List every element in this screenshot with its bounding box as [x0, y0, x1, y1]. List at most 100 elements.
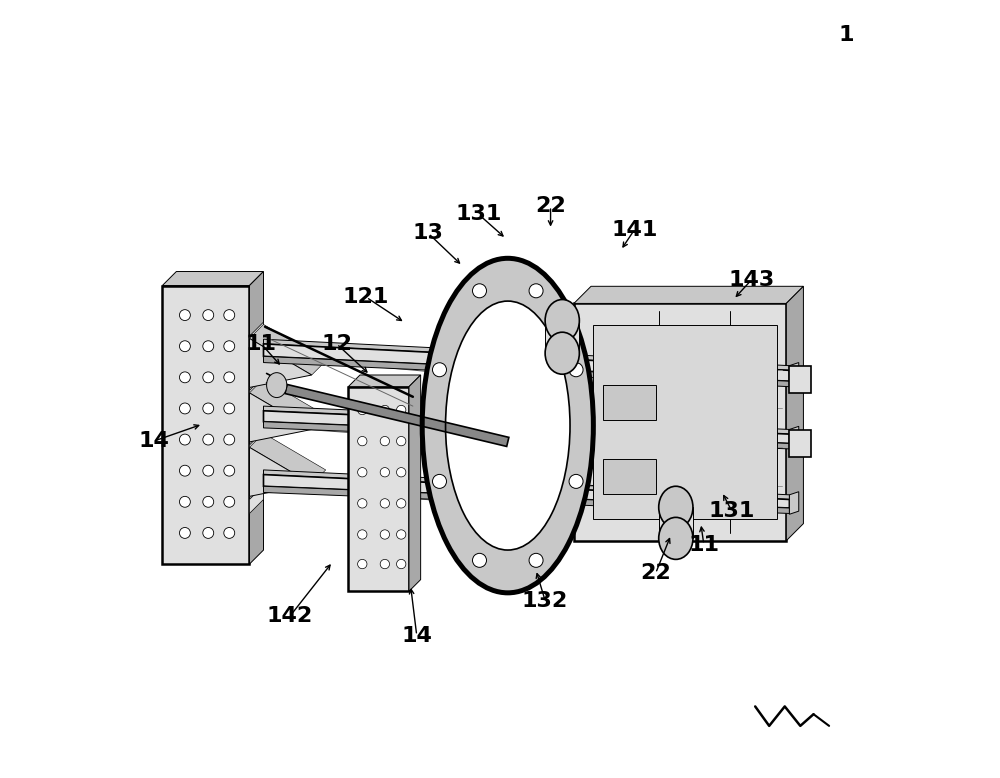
Polygon shape	[263, 422, 789, 449]
Ellipse shape	[224, 372, 235, 383]
Ellipse shape	[432, 475, 446, 489]
Ellipse shape	[422, 258, 593, 593]
Polygon shape	[249, 324, 326, 375]
Ellipse shape	[569, 363, 583, 377]
Ellipse shape	[380, 530, 390, 539]
Ellipse shape	[397, 499, 406, 508]
Polygon shape	[789, 366, 811, 393]
Polygon shape	[285, 384, 509, 447]
Ellipse shape	[224, 434, 235, 445]
Polygon shape	[249, 447, 312, 496]
Polygon shape	[263, 406, 789, 434]
Polygon shape	[263, 411, 789, 443]
Polygon shape	[263, 486, 789, 513]
Ellipse shape	[397, 405, 406, 415]
Ellipse shape	[529, 553, 543, 567]
Polygon shape	[593, 325, 777, 519]
Ellipse shape	[179, 527, 190, 538]
Ellipse shape	[203, 527, 214, 538]
Ellipse shape	[179, 465, 190, 476]
Polygon shape	[789, 430, 811, 457]
Ellipse shape	[472, 284, 486, 298]
Ellipse shape	[203, 434, 214, 445]
Text: 141: 141	[611, 219, 658, 240]
Polygon shape	[249, 393, 312, 442]
Ellipse shape	[380, 499, 390, 508]
Ellipse shape	[397, 468, 406, 477]
Text: 1: 1	[838, 25, 854, 45]
Ellipse shape	[380, 436, 390, 446]
Text: 142: 142	[267, 606, 313, 626]
Ellipse shape	[179, 310, 190, 321]
Polygon shape	[162, 272, 263, 286]
Text: 131: 131	[709, 501, 755, 521]
Ellipse shape	[659, 517, 693, 559]
Ellipse shape	[397, 559, 406, 569]
Polygon shape	[249, 322, 263, 350]
Text: 121: 121	[343, 287, 389, 307]
Polygon shape	[263, 475, 789, 508]
Polygon shape	[162, 286, 249, 564]
Ellipse shape	[545, 332, 579, 374]
Text: 13: 13	[413, 223, 444, 244]
Polygon shape	[249, 379, 326, 429]
Ellipse shape	[224, 341, 235, 352]
Ellipse shape	[203, 372, 214, 383]
Ellipse shape	[203, 496, 214, 507]
Ellipse shape	[472, 553, 486, 567]
Ellipse shape	[224, 527, 235, 538]
Ellipse shape	[358, 436, 367, 446]
Ellipse shape	[545, 300, 579, 342]
Ellipse shape	[224, 310, 235, 321]
Ellipse shape	[432, 363, 446, 377]
Ellipse shape	[267, 373, 287, 398]
Polygon shape	[263, 356, 789, 387]
Ellipse shape	[397, 530, 406, 539]
Ellipse shape	[569, 475, 583, 489]
Ellipse shape	[179, 403, 190, 414]
Polygon shape	[659, 507, 693, 538]
Ellipse shape	[224, 496, 235, 507]
Text: 11: 11	[688, 534, 719, 555]
Text: 22: 22	[640, 563, 671, 584]
Ellipse shape	[358, 468, 367, 477]
Ellipse shape	[224, 403, 235, 414]
Ellipse shape	[397, 436, 406, 446]
Ellipse shape	[203, 403, 214, 414]
Ellipse shape	[203, 341, 214, 352]
Polygon shape	[789, 492, 799, 514]
Ellipse shape	[203, 310, 214, 321]
Ellipse shape	[529, 284, 543, 298]
Polygon shape	[786, 286, 803, 541]
Ellipse shape	[358, 530, 367, 539]
Polygon shape	[574, 286, 803, 303]
Ellipse shape	[179, 372, 190, 383]
Ellipse shape	[380, 468, 390, 477]
Polygon shape	[249, 485, 263, 513]
Text: 12: 12	[321, 334, 352, 354]
Text: 14: 14	[138, 431, 169, 451]
Polygon shape	[249, 338, 312, 387]
Polygon shape	[249, 433, 326, 484]
Ellipse shape	[380, 559, 390, 569]
Polygon shape	[263, 344, 789, 381]
Text: 132: 132	[522, 591, 568, 611]
Text: 143: 143	[728, 270, 774, 290]
Polygon shape	[263, 470, 789, 499]
Polygon shape	[574, 303, 786, 541]
Ellipse shape	[659, 486, 693, 528]
Ellipse shape	[358, 559, 367, 569]
Text: 14: 14	[401, 626, 432, 646]
Polygon shape	[789, 363, 799, 387]
Ellipse shape	[446, 301, 570, 550]
Text: 131: 131	[455, 204, 501, 224]
Polygon shape	[263, 339, 789, 370]
Polygon shape	[545, 321, 579, 353]
Polygon shape	[249, 377, 263, 405]
Text: 11: 11	[246, 334, 277, 354]
Polygon shape	[603, 459, 656, 494]
Polygon shape	[348, 387, 409, 591]
Polygon shape	[789, 426, 799, 450]
Polygon shape	[249, 431, 263, 459]
Ellipse shape	[224, 465, 235, 476]
